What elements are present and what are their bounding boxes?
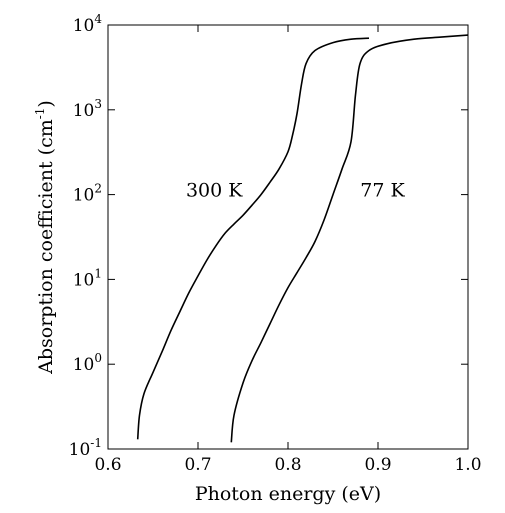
x-axis-ticks: 0.6 0.7 0.8 0.9 1.0	[94, 25, 482, 475]
curve-label-77k: 77 K	[360, 179, 405, 201]
y-axis-ticks: 10-1 100 101 102 103 104	[69, 12, 468, 460]
y-tick-label: 104	[73, 12, 103, 36]
y-tick-label: 103	[73, 97, 102, 121]
y-tick-label: 102	[73, 182, 102, 206]
y-tick-label: 101	[73, 266, 102, 290]
curve-labels: 300 K 77 K	[186, 179, 406, 201]
x-tick-label: 0.8	[274, 455, 301, 475]
series-line-300k	[136, 37, 370, 440]
y-axis-label: Absorption coefficient (cm-1)	[33, 100, 57, 375]
x-tick-label: 0.6	[94, 455, 121, 475]
plot-frame	[107, 24, 469, 450]
y-tick-label: 100	[73, 351, 102, 375]
series-group	[136, 34, 469, 443]
x-tick-label: 0.9	[364, 455, 391, 475]
x-tick-label: 0.7	[184, 455, 211, 475]
series-line-77k	[230, 34, 469, 443]
x-tick-label: 1.0	[454, 455, 481, 475]
curve-label-300k: 300 K	[186, 179, 243, 201]
y-tick-label: 10-1	[69, 436, 102, 460]
x-axis-label: Photon energy (eV)	[195, 483, 381, 505]
